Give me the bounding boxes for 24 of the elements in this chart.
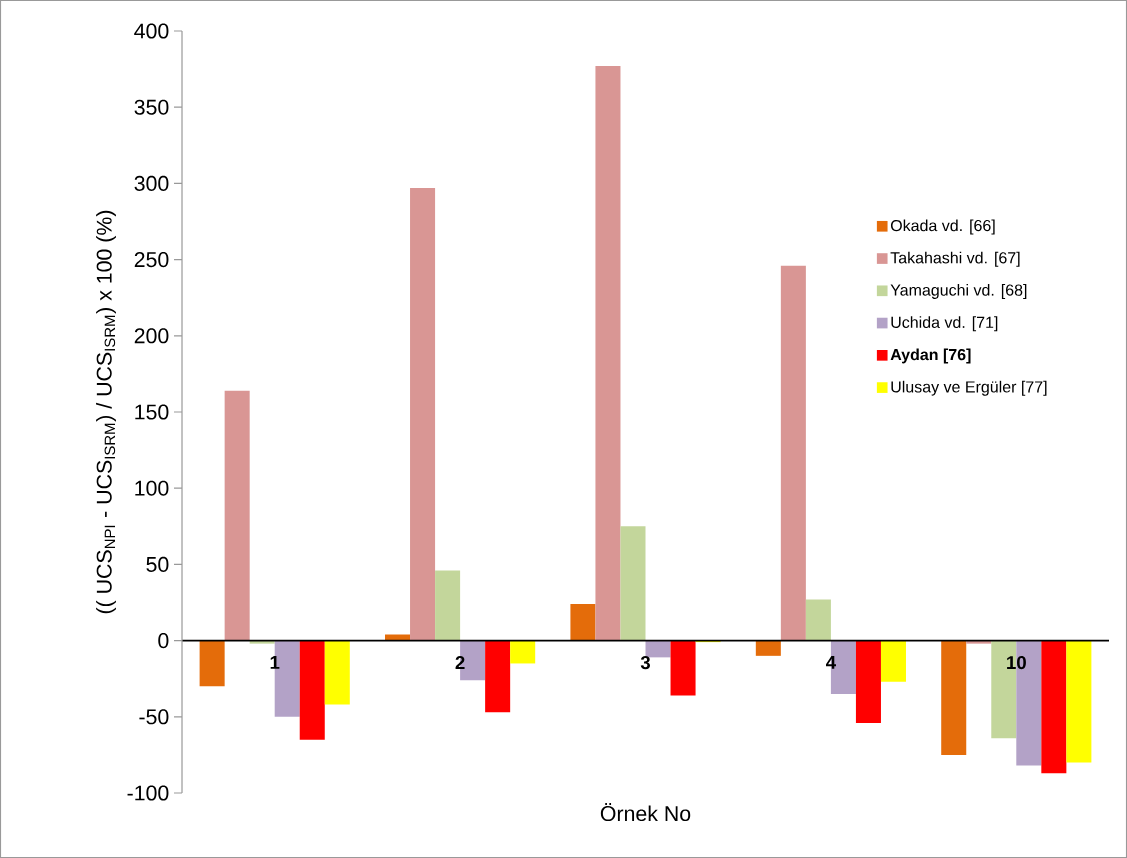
y-tick-label: 150 [135,404,169,420]
y-tick-label: 50 [146,556,169,572]
y-tick-label: -100 [127,785,169,801]
y-axis-title: (( UCS$_{NPI}$ - UCS$_{ISRM}$) / UCS$_{ISRM}$) x 100 (%) [96,210,116,614]
y-tick-label: 300 [134,175,169,191]
y-tick-label: 400 [134,23,169,39]
x-axis-title: Örnek No [600,803,691,822]
legend-label: Yamaguchi vd. [68] [890,284,1027,299]
y-tick-label: 0 [158,633,169,649]
y-tick-label: -50 [139,709,169,725]
legend-label: Okada vd. [66] [890,219,995,235]
x-tick-label: 10 [1007,655,1026,670]
legend-label: Takahashi vd. [67] [890,251,1020,267]
x-tick-label: 3 [640,655,651,670]
y-tick-label: 250 [134,252,169,268]
x-tick-label: 2 [455,655,465,670]
legend-label: Ulusay ve Ergüler [77] [891,380,1047,396]
x-tick-label: 4 [826,655,836,669]
y-tick-label: 200 [134,328,169,344]
y-tick-label: 100 [135,480,169,496]
legend-label: Aydan [76] [890,348,971,364]
y-tick-label: 350 [134,99,169,115]
x-tick-label: 1 [270,655,280,669]
legend-label: Uchida vd. [71] [891,316,998,332]
